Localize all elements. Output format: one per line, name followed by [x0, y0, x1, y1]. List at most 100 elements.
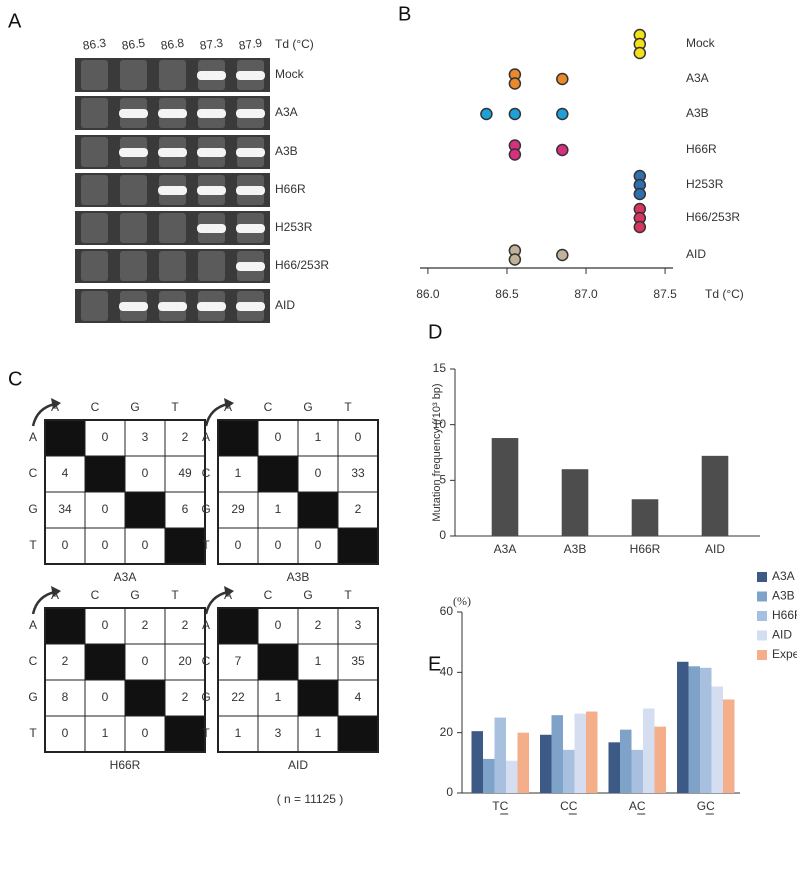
matrix-col-label: G: [303, 588, 312, 602]
bar: [631, 749, 643, 793]
matrix-value: 0: [142, 466, 149, 480]
dot: [508, 253, 522, 266]
matrix-cell: [164, 643, 206, 681]
gel-lane: [81, 213, 108, 243]
row-label: H66R: [686, 142, 717, 156]
gel-lane: [81, 137, 108, 167]
y-tick-label: 60: [440, 604, 454, 618]
dot: [633, 220, 647, 234]
matrix-cell: [124, 455, 166, 493]
matrix-cell: [124, 491, 166, 529]
legend-swatch: [757, 650, 767, 660]
matrix-cell: [257, 643, 299, 681]
matrix-value: 1: [315, 726, 322, 740]
matrix-col-label: T: [344, 400, 352, 414]
matrix-col-label: T: [171, 400, 179, 414]
legend-label: Expected: [772, 647, 797, 661]
matrix-cell: [257, 419, 299, 457]
matrix-value: 1: [102, 726, 109, 740]
matrix-cell: [217, 643, 259, 681]
x-tick-label: AID: [705, 542, 725, 556]
matrix-cell: [257, 715, 299, 753]
bar: [620, 729, 632, 793]
y-tick-label: 15: [433, 361, 447, 375]
gel-band: [197, 148, 226, 157]
matrix-row-label: C: [202, 654, 211, 668]
legend-swatch: [757, 611, 767, 621]
gel-band: [236, 302, 265, 311]
matrix-col-label: G: [303, 400, 312, 414]
matrix-col-label: T: [344, 588, 352, 602]
gel-lane: [159, 60, 186, 90]
dot: [556, 143, 569, 157]
gel-band: [197, 109, 226, 118]
bar: [574, 713, 586, 793]
matrix-value: 6: [182, 502, 189, 516]
matrix-value: 0: [142, 654, 149, 668]
gel-lane: [120, 60, 147, 90]
matrix-arrow: [204, 402, 229, 427]
matrix-arrowhead: [51, 398, 61, 409]
matrix-value: 1: [275, 502, 282, 516]
matrix-value: 0: [235, 538, 242, 552]
matrix-border: [44, 607, 206, 753]
matrix-caption: H66R: [110, 758, 141, 772]
matrix-value: 0: [62, 726, 69, 740]
matrix-value: 1: [275, 690, 282, 704]
matrix-cell: [44, 491, 86, 529]
gel-band: [197, 186, 226, 195]
matrix-value: 1: [315, 430, 322, 444]
x-tick-label: 87.5: [653, 287, 677, 301]
matrix-cell: [124, 679, 166, 717]
dot: [556, 107, 569, 121]
matrix-cell: [337, 643, 379, 681]
matrix-value: 0: [102, 538, 109, 552]
lane-label: 87.9: [238, 36, 263, 53]
bar: [561, 469, 589, 536]
dot: [508, 107, 522, 121]
matrix-row-label: C: [29, 466, 38, 480]
matrix-arrow: [31, 590, 56, 615]
x-tick-label: GC: [697, 799, 715, 813]
matrix-value: 1: [235, 466, 242, 480]
x-tick-label: H66R: [630, 542, 661, 556]
matrix-value: 3: [355, 618, 362, 632]
matrix-cell: [164, 419, 206, 457]
gel-band: [236, 262, 265, 271]
panel-label: B: [398, 3, 411, 25]
matrix-cell: [337, 491, 379, 529]
matrix-arrowhead: [224, 398, 234, 409]
gel-row-label: H253R: [275, 220, 313, 234]
bar: [483, 758, 495, 793]
matrix-cell: [84, 455, 126, 493]
bar: [643, 708, 655, 793]
gel-row-label: A3A: [275, 105, 298, 119]
matrix-value: 0: [102, 690, 109, 704]
matrix-col-label: T: [171, 588, 179, 602]
gel-unit-label: Td (°C): [275, 37, 314, 51]
matrix-cell: [84, 607, 126, 645]
bar: [506, 760, 518, 793]
gel-band: [119, 148, 148, 157]
matrix-cell: [44, 715, 86, 753]
matrix-value: 2: [355, 502, 362, 516]
matrix-value: 0: [275, 618, 282, 632]
gel-band: [158, 109, 187, 118]
matrix-row-label: G: [201, 502, 210, 516]
bar: [701, 455, 729, 536]
matrix-cell: [164, 455, 206, 493]
x-tick-label: 86.0: [416, 287, 440, 301]
x-tick-label: A3A: [494, 542, 517, 556]
gel-row-label: AID: [275, 298, 295, 312]
gel-lane: [81, 175, 108, 205]
matrix-value: 1: [315, 654, 322, 668]
bar: [711, 686, 723, 793]
bar: [551, 715, 563, 793]
lane-label: 86.3: [82, 36, 107, 53]
matrix-value: 49: [178, 466, 192, 480]
gel-lane: [159, 213, 186, 243]
gel-lane: [81, 251, 108, 281]
gel-band: [236, 71, 265, 80]
matrix-value: 1: [235, 726, 242, 740]
matrix-cell: [297, 715, 339, 753]
